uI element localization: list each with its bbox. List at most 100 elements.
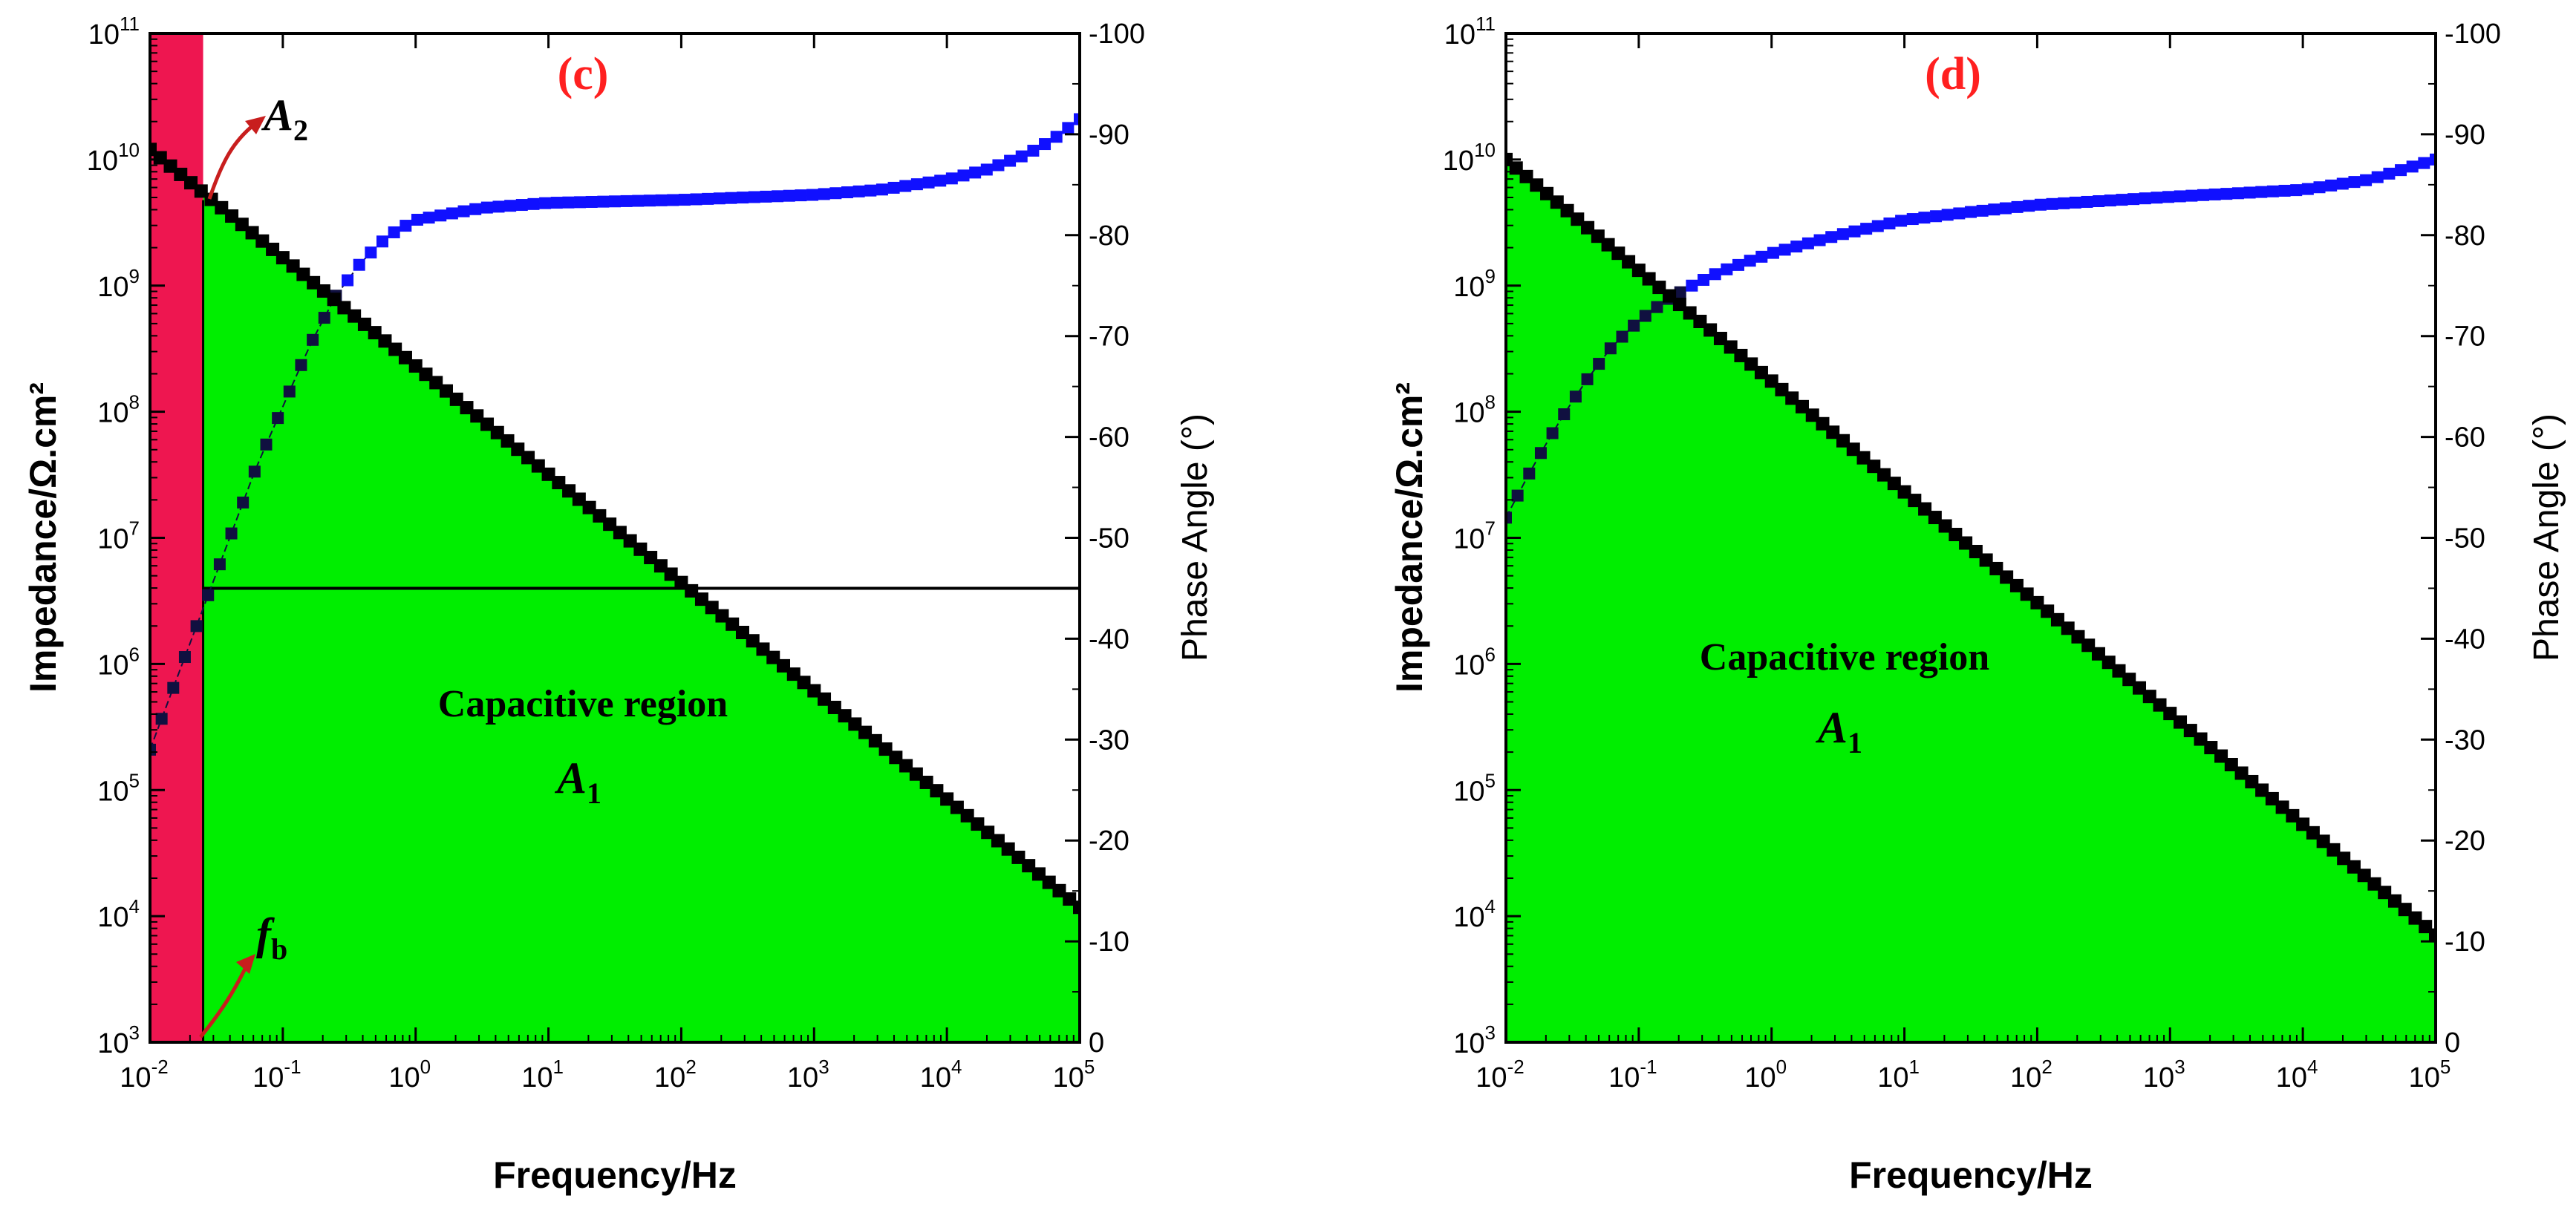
phase-marker — [1918, 212, 1931, 224]
impedance-marker — [552, 476, 566, 490]
impedance-marker — [950, 800, 964, 814]
phase-marker — [1004, 154, 1017, 167]
impedance-marker — [1979, 553, 1993, 567]
impedance-marker — [1663, 289, 1677, 303]
phase-marker — [875, 183, 888, 196]
impedance-marker — [174, 167, 188, 181]
impedance-marker — [2101, 655, 2116, 670]
phase-marker — [1860, 223, 1873, 235]
x-tick-label: 105 — [1053, 1056, 1095, 1093]
phase-marker — [2371, 171, 2384, 183]
phase-marker — [1511, 489, 1524, 502]
phase-marker — [1558, 408, 1571, 421]
phase-marker — [2151, 192, 2163, 204]
phase-marker — [887, 181, 900, 194]
impedance-marker — [2163, 707, 2177, 721]
y-tick-label: 107 — [1453, 517, 1496, 555]
impedance-marker — [2326, 843, 2341, 857]
chart-panel-d: 10-2 10-1 100 101 102 103 104 105 1031041051061… — [1389, 13, 2566, 1196]
phase-marker — [400, 220, 412, 232]
impedance-marker — [1560, 203, 1574, 218]
phase-marker — [2243, 186, 2256, 199]
phase-marker — [1941, 209, 1954, 221]
impedance-marker — [2122, 673, 2136, 687]
y-tick-label: 1011 — [1444, 13, 1496, 50]
impedance-marker — [838, 709, 852, 723]
impedance-marker — [909, 767, 923, 781]
x-tick-label: 10-1 — [1608, 1056, 1657, 1093]
phase-marker — [1883, 218, 1896, 230]
y2-tick-label: 0 — [2445, 1027, 2460, 1059]
phase-marker — [818, 188, 830, 200]
y2-tick-label: -90 — [2445, 120, 2485, 151]
phase-axis-title: Phase Angle (°) — [2527, 413, 2566, 661]
x-axis-ticks: 10-2 10-1 100 101 102 103 104 105 — [1476, 33, 2451, 1093]
phase-marker — [678, 194, 691, 206]
phase-marker — [1050, 131, 1063, 143]
phase-marker — [2395, 164, 2407, 177]
phase-marker — [667, 194, 679, 206]
phase-marker — [2208, 188, 2221, 200]
phase-marker — [806, 189, 819, 201]
y2-tick-label: -90 — [1089, 120, 1129, 151]
impedance-marker — [2357, 869, 2371, 883]
impedance-marker — [1581, 220, 1595, 235]
y2-tick-label: -30 — [2445, 725, 2485, 756]
impedance-marker — [541, 467, 555, 481]
y2-tick-label: 0 — [1089, 1027, 1104, 1059]
phase-marker — [2069, 196, 2081, 209]
phase-marker — [190, 620, 203, 632]
y-tick-label: 1011 — [88, 13, 140, 50]
phase-marker — [2162, 191, 2175, 203]
phase-marker — [504, 200, 517, 212]
impedance-marker — [1908, 494, 1922, 508]
impedance-marker — [150, 143, 157, 157]
phase-marker — [2197, 189, 2209, 201]
phase-marker — [957, 169, 970, 182]
impedance-marker — [1846, 442, 1860, 457]
phase-axis-ticks: 0 -10 -20 -30 -40 -50 -60 -70 -80 -90 -100 — [1065, 19, 1145, 1059]
impedance-marker — [1631, 264, 1646, 278]
phase-marker — [1616, 330, 1628, 343]
x-tick-label: 104 — [2276, 1056, 2318, 1093]
y2-tick-label: -10 — [2445, 926, 2485, 958]
phase-marker — [795, 189, 807, 202]
x-tick-label: 100 — [1744, 1056, 1787, 1093]
impedance-marker — [1918, 502, 1932, 516]
y2-tick-label: -20 — [1089, 825, 1129, 857]
y-tick-label: 105 — [1453, 769, 1496, 807]
impedance-marker — [2041, 604, 2055, 618]
y2-tick-label: -20 — [2445, 825, 2485, 857]
phase-marker — [1836, 228, 1849, 241]
impedance-marker — [1519, 169, 1533, 183]
impedance-marker — [807, 684, 821, 698]
impedance-marker — [644, 551, 658, 565]
phase-marker — [1604, 342, 1617, 355]
impedance-marker — [255, 234, 270, 248]
impedance-marker — [245, 226, 259, 240]
impedance-marker — [2142, 690, 2156, 704]
phase-marker — [225, 527, 238, 540]
impedance-marker — [1867, 460, 1881, 474]
phase-marker — [690, 193, 702, 206]
phase-marker — [434, 209, 447, 222]
impedance-marker — [786, 667, 800, 681]
y2-tick-label: -60 — [2445, 422, 2485, 454]
x-tick-label: 102 — [2010, 1056, 2052, 1093]
panel-label: (d) — [1925, 49, 1981, 99]
y-tick-label: 104 — [97, 895, 140, 933]
y2-tick-label: -50 — [1089, 523, 1129, 555]
impedance-marker — [1611, 246, 1626, 261]
y2-tick-label: -30 — [1089, 725, 1129, 756]
impedance-marker — [275, 251, 290, 265]
impedance-marker — [1826, 425, 1840, 439]
phase-marker — [2081, 195, 2093, 208]
impedance-marker — [1693, 315, 1707, 329]
phase-marker — [318, 312, 330, 324]
phase-angle-markers — [150, 113, 1080, 756]
phase-marker — [969, 166, 982, 179]
x-axis-title: Frequency/Hz — [493, 1154, 737, 1196]
impedance-marker — [2316, 834, 2330, 849]
y-tick-label: 104 — [1453, 895, 1496, 933]
impedance-marker — [500, 434, 515, 448]
